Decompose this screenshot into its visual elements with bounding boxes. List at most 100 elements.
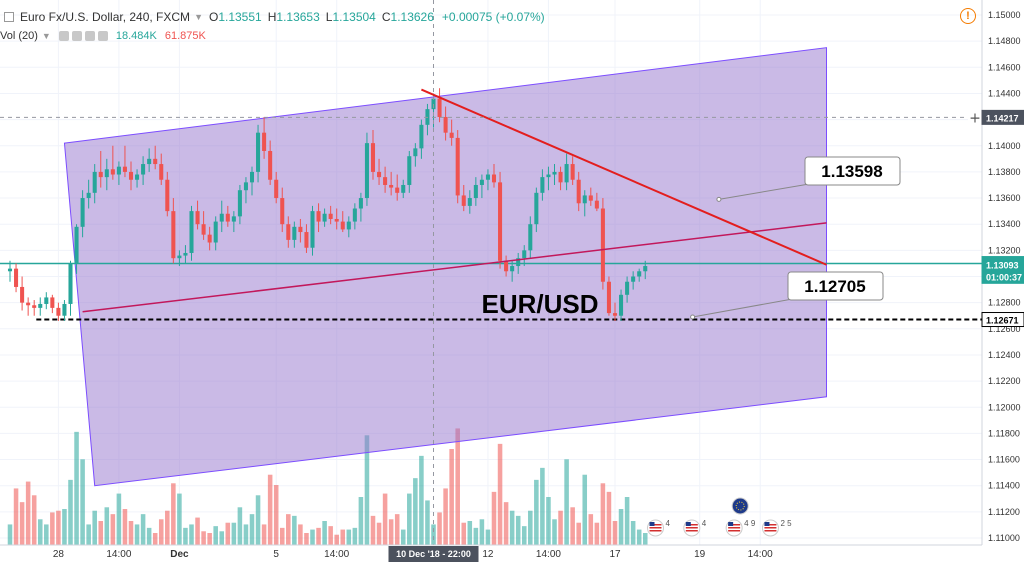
us-flag-icon[interactable]: 4 (683, 519, 707, 537)
plus-icon[interactable]: + (969, 110, 981, 126)
candle-body (637, 271, 642, 277)
us-flag-icon[interactable]: 2 5 (761, 519, 792, 537)
close-label: C (381, 10, 391, 24)
open-value: 1.13551 (218, 10, 262, 24)
volume-bar (140, 514, 146, 545)
candle-body (600, 208, 605, 282)
candle-body (225, 213, 230, 222)
volume-label[interactable]: Vol (20) (0, 30, 38, 42)
volume-value-2: 61.875K (164, 30, 206, 42)
candle-body (322, 213, 327, 222)
gear-icon[interactable] (71, 31, 82, 41)
price-tick-label: 1.12400 (988, 350, 1021, 360)
price-callout-text: 1.12705 (804, 277, 865, 296)
candle-body (92, 171, 97, 193)
candle-body (219, 213, 224, 222)
us-flag-icon[interactable]: 4 9 (725, 519, 756, 537)
price-label[interactable] (981, 109, 1024, 125)
candle-body (437, 98, 442, 117)
chevron-down-icon[interactable]: ▼ (41, 31, 51, 41)
candle-body (159, 164, 164, 180)
price-tick-label: 1.14800 (988, 36, 1021, 46)
volume-bar (413, 478, 418, 545)
more-icon[interactable] (97, 31, 108, 41)
volume-bar (152, 533, 158, 545)
midline[interactable] (82, 222, 827, 313)
candle-body (455, 137, 460, 196)
candle-body (177, 255, 182, 259)
price-tick-label: 1.12600 (988, 324, 1021, 334)
resistance-line[interactable] (421, 88, 827, 266)
candle-body (7, 268, 13, 272)
eu-flag-icon[interactable] (731, 497, 749, 515)
price-label[interactable] (981, 312, 1024, 328)
candle-body (449, 132, 454, 138)
volume-bar (50, 512, 55, 545)
volume-bar (92, 510, 97, 545)
candle-body (552, 171, 557, 175)
regression-channel[interactable] (63, 47, 827, 487)
volume-bar (249, 514, 255, 545)
candle-body (588, 195, 593, 201)
volume-bar (255, 495, 261, 545)
time-tick-label: 14:00 (324, 549, 349, 560)
candle-body (485, 174, 490, 180)
volume-bar (546, 497, 551, 545)
volume-value-1: 18.484K (115, 30, 157, 42)
crosshair-add-button[interactable] (968, 110, 982, 125)
us-flag-icon[interactable]: 4 (647, 519, 671, 537)
price-tick-label: 1.14600 (988, 62, 1021, 72)
price-tick-label: 1.11200 (988, 507, 1020, 517)
settings-icon[interactable] (58, 31, 69, 41)
event-circle[interactable] (731, 497, 749, 515)
candle-body (213, 221, 218, 243)
price-label[interactable] (981, 268, 1024, 284)
volume-bar (382, 493, 388, 545)
channel-fill[interactable] (63, 47, 827, 487)
callout-leader (692, 297, 799, 318)
volume-bar (286, 514, 291, 545)
candle-body (231, 216, 236, 222)
volume-bar (521, 526, 527, 545)
volume-bar (13, 488, 19, 545)
trend-lines[interactable] (82, 88, 827, 313)
candle-body (128, 171, 134, 180)
candle-body (461, 195, 466, 206)
candle-body (352, 208, 357, 222)
volume-bar (195, 517, 200, 545)
volume-bar (443, 488, 448, 545)
time-tick-label: Dec (170, 549, 189, 560)
time-axis[interactable]: 28 14:00 Dec 5 14:00 12 14:00 17 19 14:00 10 Dec '… (0, 544, 1024, 563)
chevron-down-icon[interactable]: ▼ (194, 12, 203, 22)
chart-annotations[interactable]: EUR/USD 1.13598 1.12705 (481, 156, 901, 320)
event-markers[interactable]: 4 4 4 9 2 5 (647, 497, 793, 537)
time-tick-label: 14:00 (536, 549, 561, 560)
time-tick-label: 17 (609, 549, 621, 560)
volume-bar (431, 524, 436, 545)
volume-bar (503, 502, 509, 545)
time-tick-label: 19 (694, 549, 706, 560)
candle-body (540, 177, 545, 193)
collapse-square-icon[interactable] (4, 12, 14, 22)
high-label: H (267, 10, 277, 24)
volume-bar (219, 531, 225, 545)
price-callout[interactable] (804, 156, 901, 186)
warning-icon[interactable]: ! (960, 8, 976, 24)
plus-icon[interactable] (84, 31, 95, 41)
volume-bar (588, 514, 594, 545)
candle-body (274, 179, 279, 199)
candle-body (594, 200, 599, 209)
candle-body (370, 143, 376, 172)
volume-bar (98, 521, 104, 545)
volume-bar (37, 519, 43, 545)
candle-body (419, 124, 424, 149)
candle-body (304, 232, 309, 248)
symbol-name[interactable]: Euro Fx/U.S. Dollar, 240, FXCM (20, 10, 191, 24)
volume-bar (528, 510, 533, 545)
candle-body (201, 224, 206, 235)
flag-stripe (764, 524, 777, 526)
price-callout[interactable] (787, 271, 884, 301)
price-axis[interactable]: 1.150001.148001.146001.144001.142001.140… (981, 0, 1024, 563)
volume-bar (116, 493, 122, 545)
